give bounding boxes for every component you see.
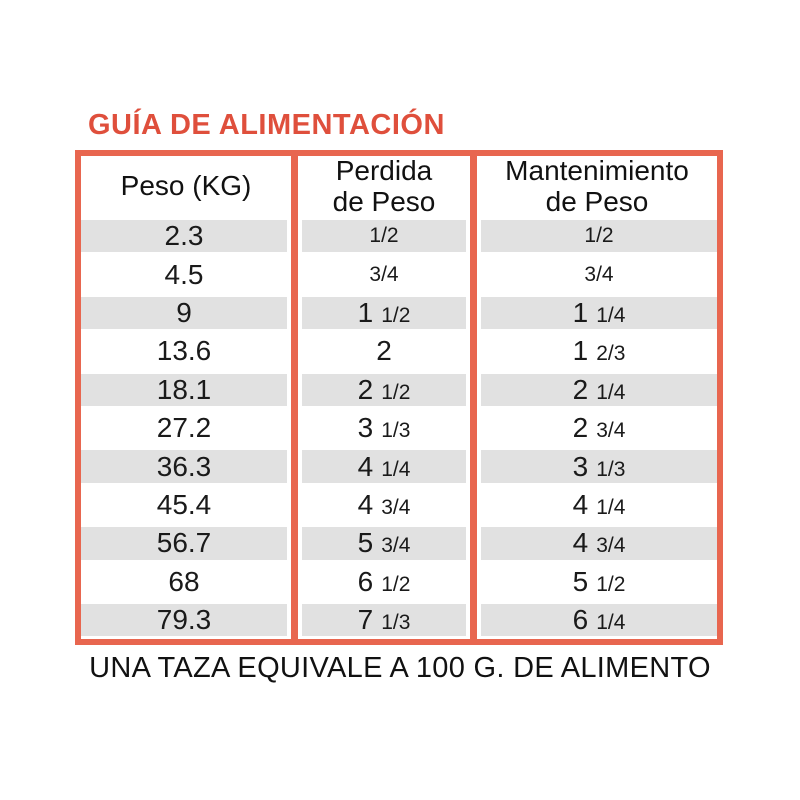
cell-value: 6 1/2	[357, 565, 411, 597]
table-cell-perdida: 1/2	[302, 220, 466, 253]
header-mantenimiento-line2: de Peso	[545, 185, 649, 217]
cell-value: 1 1/4	[572, 296, 626, 328]
table-cell-perdida: 4 3/4	[302, 489, 466, 521]
cell-value: 1 2/3	[572, 335, 626, 367]
table-cell-peso: 4.5	[81, 258, 287, 290]
cell-value: 18.1	[156, 373, 212, 405]
cell-value: 5 1/2	[572, 565, 626, 597]
cell-value: 7 1/3	[357, 604, 411, 636]
table-cell-peso: 9	[81, 296, 287, 330]
table-cell-peso: 13.6	[81, 335, 287, 367]
table-cell-perdida: 2	[302, 335, 466, 367]
table-cell-mantenimiento: 6 1/4	[481, 603, 717, 637]
footer-note: UNA TAZA EQUIVALE A 100 G. DE ALIMENTO	[89, 652, 711, 684]
cell-value: 1/2	[584, 224, 614, 248]
table-cell-mantenimiento: 4 1/4	[481, 489, 717, 521]
cell-value: 3/4	[584, 262, 614, 286]
table-cell-peso: 18.1	[81, 373, 287, 406]
table-cell-peso: 27.2	[81, 412, 287, 444]
cell-value: 1 1/2	[357, 296, 411, 328]
cell-value: 2	[376, 335, 392, 367]
cell-value: 56.7	[156, 527, 212, 559]
table-cell-mantenimiento: 5 1/2	[481, 566, 717, 598]
table-cell-mantenimiento: 2 1/4	[481, 373, 717, 406]
feeding-table: Peso (KG) Perdida de Peso Mantenimiento …	[75, 150, 723, 645]
cell-value: 1/2	[369, 224, 399, 248]
cell-value: 2 3/4	[572, 412, 626, 444]
table-cell-peso: 79.3	[81, 603, 287, 637]
cell-value: 4 1/4	[357, 450, 411, 482]
column-separator-2	[470, 156, 477, 640]
table-cell-mantenimiento: 2 3/4	[481, 412, 717, 444]
header-perdida-line2: de Peso	[332, 185, 436, 217]
cell-value: 4.5	[164, 258, 204, 290]
table-cell-perdida: 7 1/3	[302, 603, 466, 637]
table-cell-peso: 68	[81, 566, 287, 598]
table-cell-mantenimiento: 1 2/3	[481, 335, 717, 367]
cell-value: 3 1/3	[572, 450, 626, 482]
column-separator-1	[291, 156, 298, 640]
header-mantenimiento-line1: Mantenimiento	[505, 155, 689, 187]
table-cell-perdida: 2 1/2	[302, 373, 466, 406]
table-cell-mantenimiento: 3/4	[481, 258, 717, 290]
cell-value: 36.3	[156, 450, 212, 482]
cell-value: 4 3/4	[357, 488, 411, 520]
table-cell-mantenimiento: 4 3/4	[481, 527, 717, 560]
cell-value: 79.3	[156, 604, 212, 636]
table-cell-perdida: 4 1/4	[302, 450, 466, 483]
cell-value: 6 1/4	[572, 604, 626, 636]
table-cell-mantenimiento: 1/2	[481, 220, 717, 253]
header-cell-perdida: Perdida de Peso	[298, 156, 470, 217]
table-cell-mantenimiento: 1 1/4	[481, 296, 717, 330]
cell-value: 2 1/4	[572, 373, 626, 405]
cell-value: 68	[168, 565, 200, 597]
header-peso-line1: Peso (KG)	[120, 170, 252, 202]
cell-value: 13.6	[156, 335, 212, 367]
table-cell-mantenimiento: 3 1/3	[481, 450, 717, 483]
cell-value: 27.2	[156, 412, 212, 444]
table-cell-peso: 56.7	[81, 527, 287, 560]
page-title: GUÍA DE ALIMENTACIÓN	[88, 109, 445, 141]
table-cell-peso: 36.3	[81, 450, 287, 483]
cell-value: 2.3	[164, 220, 204, 252]
cell-value: 9	[176, 296, 192, 328]
header-perdida-line1: Perdida	[335, 155, 433, 187]
cell-value: 45.4	[156, 488, 212, 520]
table-cell-perdida: 6 1/2	[302, 566, 466, 598]
table-cell-peso: 45.4	[81, 489, 287, 521]
table-cell-perdida: 5 3/4	[302, 527, 466, 560]
table-cell-perdida: 1 1/2	[302, 296, 466, 330]
cell-value: 2 1/2	[357, 373, 411, 405]
table-cell-perdida: 3 1/3	[302, 412, 466, 444]
table-cell-peso: 2.3	[81, 220, 287, 253]
cell-value: 3/4	[369, 262, 399, 286]
header-cell-mantenimiento: Mantenimiento de Peso	[477, 156, 717, 217]
header-cell-peso: Peso (KG)	[81, 156, 291, 217]
cell-value: 3 1/3	[357, 412, 411, 444]
cell-value: 5 3/4	[357, 527, 411, 559]
cell-value: 4 1/4	[572, 488, 626, 520]
table-cell-perdida: 3/4	[302, 258, 466, 290]
cell-value: 4 3/4	[572, 527, 626, 559]
